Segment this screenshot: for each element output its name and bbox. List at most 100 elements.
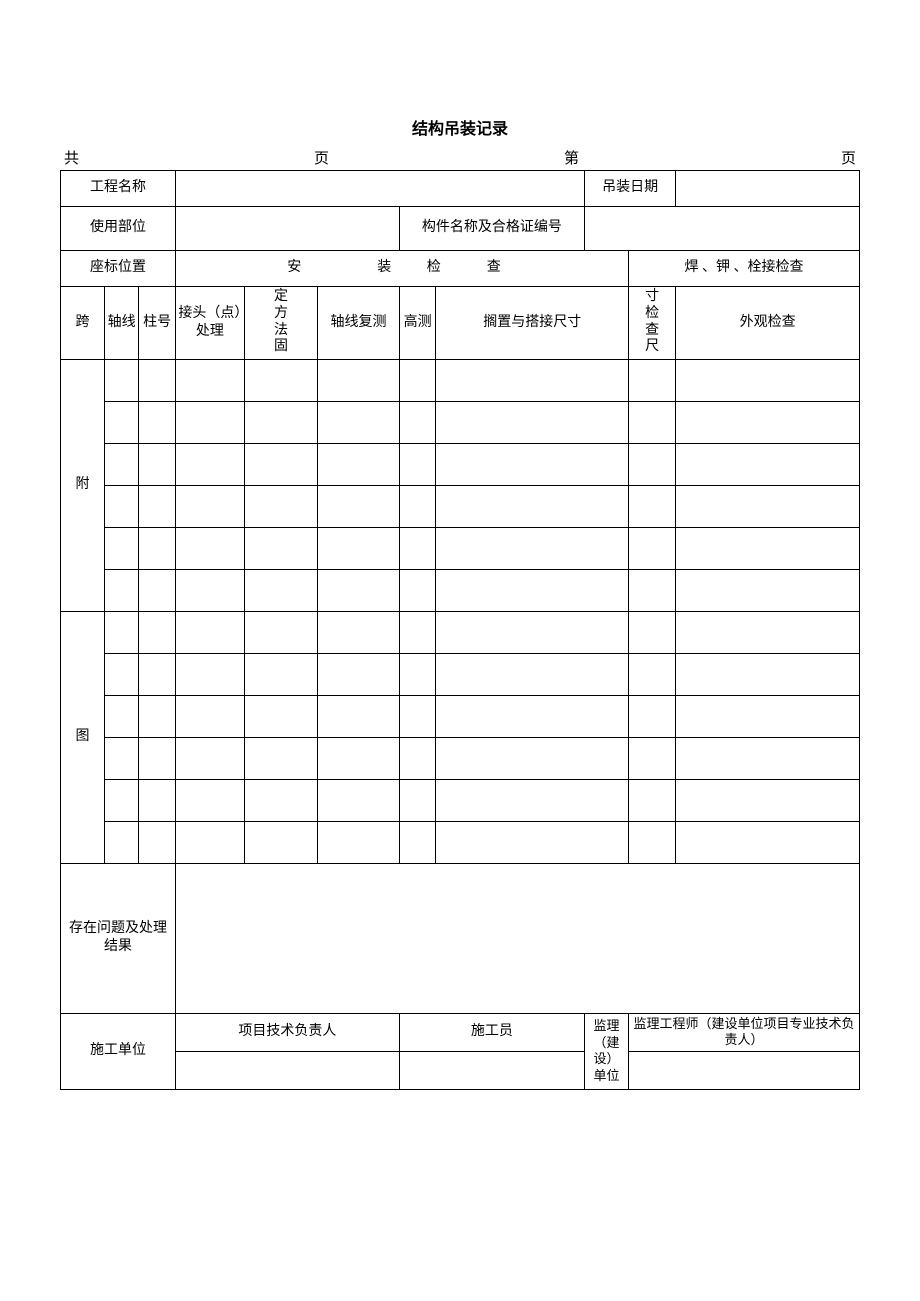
cell [629,359,676,401]
cell [176,569,245,611]
label-height-check: 高测 [399,287,436,360]
cell [176,737,245,779]
cell [629,653,676,695]
cell [399,821,436,863]
label-axis-recheck: 轴线复测 [318,287,399,360]
cell [399,527,436,569]
cell [318,695,399,737]
cell [629,695,676,737]
label-weld-check: 焊 、钾 、栓接检查 [629,251,860,287]
cell [244,359,318,401]
page-title: 结构吊装记录 [60,115,860,139]
cell [399,443,436,485]
cell [676,359,860,401]
value-tech-leader [176,1052,400,1090]
cell [436,401,629,443]
cell [676,695,860,737]
cell [629,737,676,779]
cell [104,695,138,737]
cell [139,569,176,611]
cell [244,821,318,863]
cell [139,485,176,527]
cell [436,527,629,569]
cell [436,821,629,863]
label-joint: 接头（点）处理 [176,287,245,360]
cell [244,695,318,737]
cell [104,611,138,653]
cell [318,527,399,569]
cell [176,527,245,569]
cell [676,611,860,653]
cell [399,359,436,401]
cell [399,737,436,779]
cell [318,401,399,443]
cell [436,443,629,485]
cell [244,401,318,443]
label-tech-leader: 项目技术负责人 [176,1013,400,1052]
label-dim-check: 寸检查尺 [629,287,676,360]
cell [318,653,399,695]
label-hoist-date: 吊装日期 [585,171,676,207]
cell [629,527,676,569]
main-table: 工程名称 吊装日期 使用部位 构件名称及合格证编号 座标位置 安 装 检 查 焊… [60,170,860,1090]
cell [176,653,245,695]
value-component [585,207,860,251]
cell [139,695,176,737]
label-install-check: 安 装 检 查 [176,251,629,287]
cell [104,485,138,527]
cell [244,611,318,653]
cell [436,653,629,695]
label-builder: 施工员 [399,1013,584,1052]
value-use-part [176,207,400,251]
cell [436,779,629,821]
cell [436,569,629,611]
value-hoist-date [676,171,860,207]
cell [399,401,436,443]
cell [176,401,245,443]
cell [318,569,399,611]
pager-ye2: 页 [841,147,856,168]
label-issues: 存在问题及处理结果 [61,863,176,1013]
cell [244,779,318,821]
label-place-lap: 搁置与搭接尺寸 [436,287,629,360]
cell [244,653,318,695]
label-span: 跨 [61,287,105,360]
cell [676,401,860,443]
label-use-part: 使用部位 [61,207,176,251]
pager-di: 第 [564,147,841,168]
cell [399,485,436,527]
cell [399,653,436,695]
cell [318,779,399,821]
cell [629,443,676,485]
cell [436,695,629,737]
cell [629,569,676,611]
value-project-name [176,171,585,207]
label-axis: 轴线 [104,287,138,360]
cell [629,401,676,443]
pager-gong: 共 [64,147,314,168]
cell [104,401,138,443]
label-appearance: 外观检查 [676,287,860,360]
cell [139,611,176,653]
cell [436,359,629,401]
value-issues [176,863,860,1013]
value-supervise-eng [629,1052,860,1090]
cell [139,779,176,821]
label-fix-method: 定方法固 [244,287,318,360]
cell [139,821,176,863]
cell [139,737,176,779]
value-builder [399,1052,584,1090]
cell [104,653,138,695]
cell [629,779,676,821]
label-coord: 座标位置 [61,251,176,287]
cell [244,737,318,779]
cell [318,443,399,485]
cell [176,779,245,821]
cell [244,443,318,485]
cell [629,821,676,863]
cell [676,527,860,569]
cell [176,359,245,401]
cell [676,737,860,779]
pager-ye1: 页 [314,147,564,168]
cell [399,779,436,821]
